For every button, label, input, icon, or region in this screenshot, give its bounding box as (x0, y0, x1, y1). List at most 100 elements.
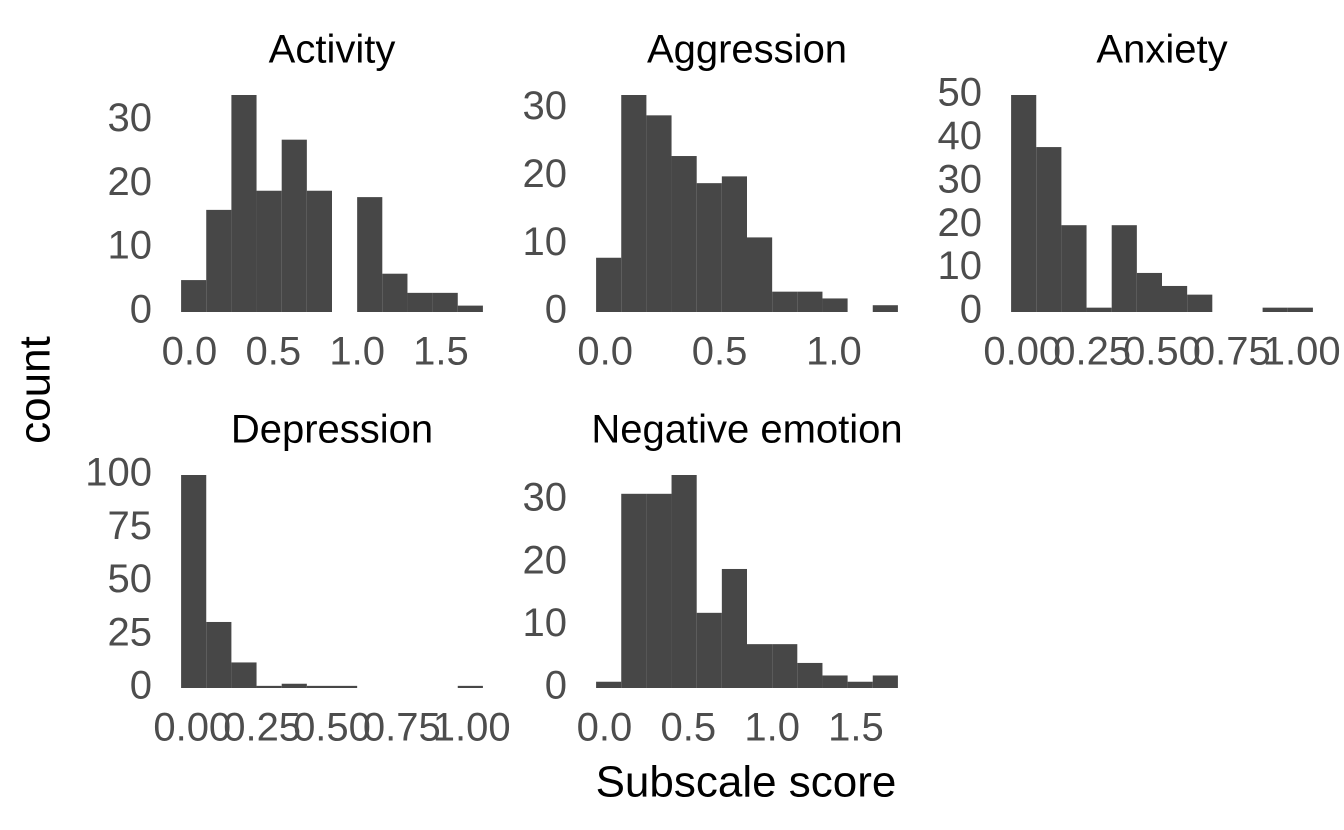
bar (382, 273, 408, 312)
bar (306, 685, 332, 688)
bar (1061, 225, 1087, 312)
bar (646, 115, 672, 312)
x-tick-label: 0.5 (692, 330, 748, 374)
y-tick-label: 10 (523, 220, 568, 264)
y-tick-label: 10 (523, 601, 568, 645)
x-tick-label: 0.0 (577, 706, 633, 750)
bar (596, 257, 622, 312)
bar (256, 685, 282, 688)
y-tick-label: 40 (938, 114, 983, 158)
x-tick-label: 0.75 (1193, 330, 1271, 374)
bar (721, 568, 747, 688)
bar (747, 644, 773, 688)
bar (1262, 307, 1288, 312)
x-tick-label: 0.75 (363, 706, 441, 750)
x-tick-label: 0.0 (577, 330, 633, 374)
bar (696, 612, 722, 688)
bar (822, 298, 848, 312)
y-axis-label: count (11, 336, 60, 444)
x-tick-label: 0.50 (1123, 330, 1201, 374)
bar (696, 183, 722, 312)
bar (1162, 285, 1188, 312)
x-tick-label: 1.0 (744, 706, 800, 750)
panel: Depression 0 25 50 75 100 0.000.250.500.751.00 (85, 408, 510, 750)
bar (671, 156, 697, 312)
bar (596, 681, 622, 688)
x-tick-label: 0.25 (1053, 330, 1131, 374)
panel-title: Depression (231, 408, 433, 452)
bar (797, 291, 823, 312)
bar (1086, 307, 1112, 312)
panel-title: Aggression (647, 28, 847, 72)
bar (256, 190, 282, 312)
bar (457, 685, 483, 688)
bar (822, 675, 848, 688)
y-tick-label: 30 (938, 157, 983, 201)
x-tick-label: 1.00 (1263, 330, 1341, 374)
x-tick-label: 0.50 (293, 706, 371, 750)
bar (432, 292, 458, 312)
bar (1136, 272, 1162, 312)
bar (747, 237, 773, 312)
bar (281, 139, 307, 312)
y-tick-label: 10 (108, 224, 153, 268)
bar (206, 621, 232, 688)
y-tick-label: 30 (523, 84, 568, 128)
y-tick-label: 30 (108, 96, 153, 140)
panel-title: Anxiety (1096, 28, 1227, 72)
x-tick-label: 1.0 (806, 330, 862, 374)
y-tick-label: 100 (85, 451, 152, 495)
x-tick-label: 1.5 (413, 330, 469, 374)
panel-title: Activity (269, 28, 396, 72)
y-tick-label: 20 (523, 152, 568, 196)
y-tick-label: 50 (938, 71, 983, 115)
x-tick-label: 0.0 (162, 330, 218, 374)
y-tick-label: 0 (130, 288, 152, 332)
bar (772, 644, 798, 688)
bar (1187, 294, 1213, 312)
x-tick-label: 0.5 (661, 706, 717, 750)
bar (797, 662, 823, 688)
y-tick-label: 0 (545, 664, 567, 708)
bar (1287, 307, 1313, 312)
bar (231, 95, 257, 312)
bar (671, 475, 697, 688)
bar (306, 190, 332, 312)
panel: Negative emotion 0 10 20 30 0.0 0.5 1.0 1.5 (523, 408, 903, 750)
x-tick-label: 0.00 (153, 706, 231, 750)
bar (181, 280, 207, 312)
y-tick-label: 30 (523, 476, 568, 520)
bar (1111, 225, 1137, 312)
x-tick-label: 1.5 (828, 706, 884, 750)
bar (621, 493, 647, 688)
y-tick-label: 10 (938, 244, 983, 288)
y-tick-label: 20 (108, 160, 153, 204)
bar (847, 681, 873, 688)
y-tick-label: 20 (938, 201, 983, 245)
bar (1011, 95, 1037, 312)
x-tick-label: 0.5 (246, 330, 302, 374)
bar (231, 662, 257, 688)
y-tick-label: 0 (130, 664, 152, 708)
bar (332, 685, 358, 688)
bar (621, 95, 647, 312)
bar (721, 176, 747, 312)
x-axis-label: Subscale score (596, 758, 897, 807)
x-tick-label: 1.00 (433, 706, 511, 750)
panel: Activity 0 10 20 30 0.0 0.5 1.0 1.5 (108, 28, 483, 374)
y-tick-label: 0 (545, 288, 567, 332)
panel-title: Negative emotion (591, 408, 902, 452)
y-tick-label: 0 (960, 288, 982, 332)
bar (457, 305, 483, 312)
x-tick-label: 0.00 (983, 330, 1061, 374)
x-tick-label: 1.0 (329, 330, 385, 374)
y-tick-label: 50 (108, 557, 153, 601)
bar (357, 197, 383, 312)
y-tick-label: 25 (108, 610, 153, 654)
bar (281, 683, 307, 688)
x-tick-label: 0.25 (223, 706, 301, 750)
y-tick-label: 75 (108, 504, 153, 548)
bar (181, 475, 207, 688)
